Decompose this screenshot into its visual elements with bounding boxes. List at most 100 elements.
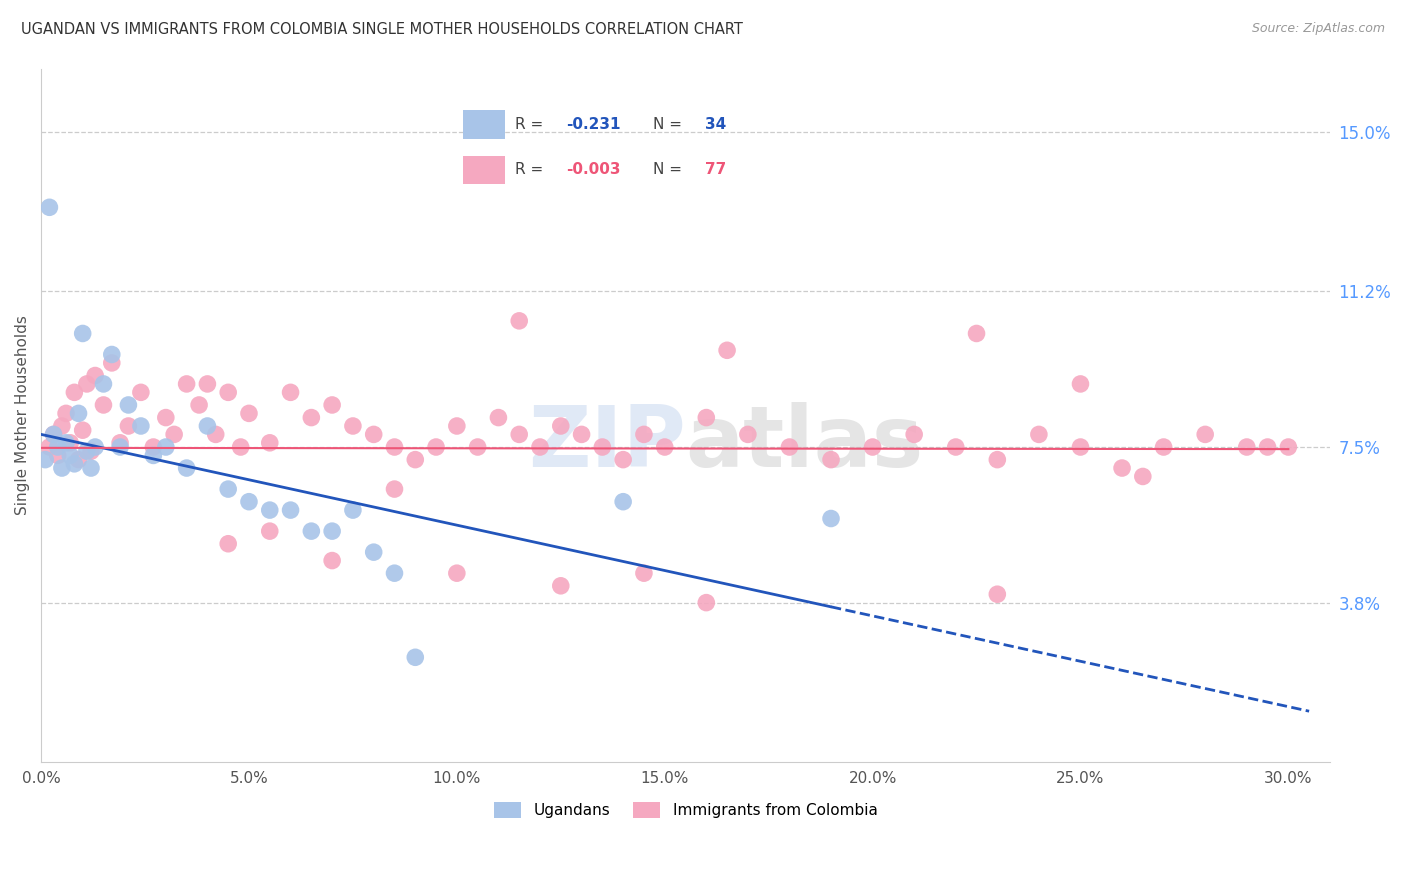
Point: [695, 410, 717, 425]
Point: [384, 482, 406, 496]
Point: [84, 440, 107, 454]
Point: [204, 427, 226, 442]
Point: [72, 423, 94, 437]
Point: [142, 440, 165, 454]
Point: [342, 503, 364, 517]
Point: [862, 440, 884, 454]
Point: [945, 440, 967, 454]
Point: [321, 398, 343, 412]
Point: [986, 587, 1008, 601]
Point: [716, 343, 738, 358]
Point: [197, 376, 219, 391]
Text: Source: ZipAtlas.com: Source: ZipAtlas.com: [1251, 22, 1385, 36]
Point: [299, 524, 322, 538]
Text: ZIP: ZIP: [527, 401, 686, 484]
Point: [1277, 440, 1299, 454]
Point: [425, 440, 447, 454]
Legend: Ugandans, Immigrants from Colombia: Ugandans, Immigrants from Colombia: [488, 796, 883, 824]
Point: [67, 452, 90, 467]
Point: [1132, 469, 1154, 483]
Point: [34, 452, 56, 467]
Point: [550, 419, 572, 434]
Point: [966, 326, 988, 341]
Point: [384, 566, 406, 581]
Point: [238, 494, 260, 508]
Point: [108, 440, 131, 454]
Point: [467, 440, 489, 454]
Point: [612, 452, 634, 467]
Point: [217, 385, 239, 400]
Point: [259, 435, 281, 450]
Point: [778, 440, 800, 454]
Point: [72, 326, 94, 341]
Point: [259, 524, 281, 538]
Point: [176, 376, 198, 391]
Point: [67, 406, 90, 420]
Point: [238, 406, 260, 420]
Point: [633, 427, 655, 442]
Point: [93, 398, 115, 412]
Point: [820, 511, 842, 525]
Y-axis label: Single Mother Households: Single Mother Households: [15, 316, 30, 516]
Point: [80, 444, 103, 458]
Point: [108, 435, 131, 450]
Point: [129, 419, 152, 434]
Point: [259, 503, 281, 517]
Point: [1028, 427, 1050, 442]
Point: [321, 524, 343, 538]
Point: [38, 200, 60, 214]
Point: [446, 419, 468, 434]
Point: [42, 427, 65, 442]
Point: [612, 494, 634, 508]
Point: [1194, 427, 1216, 442]
Point: [101, 356, 124, 370]
Text: atlas: atlas: [686, 401, 924, 484]
Point: [93, 376, 115, 391]
Point: [63, 457, 86, 471]
Point: [59, 435, 82, 450]
Point: [737, 427, 759, 442]
Point: [633, 566, 655, 581]
Point: [155, 410, 177, 425]
Point: [76, 376, 98, 391]
Point: [188, 398, 211, 412]
Point: [229, 440, 252, 454]
Point: [299, 410, 322, 425]
Point: [571, 427, 593, 442]
Point: [550, 579, 572, 593]
Point: [51, 461, 73, 475]
Point: [129, 385, 152, 400]
Point: [404, 650, 426, 665]
Point: [1257, 440, 1279, 454]
Point: [321, 553, 343, 567]
Point: [529, 440, 551, 454]
Point: [76, 444, 98, 458]
Point: [63, 385, 86, 400]
Point: [142, 449, 165, 463]
Point: [508, 427, 530, 442]
Point: [197, 419, 219, 434]
Point: [280, 503, 302, 517]
Point: [217, 482, 239, 496]
Point: [342, 419, 364, 434]
Point: [1111, 461, 1133, 475]
Point: [903, 427, 925, 442]
Point: [55, 406, 77, 420]
Point: [446, 566, 468, 581]
Point: [384, 440, 406, 454]
Point: [1153, 440, 1175, 454]
Point: [117, 398, 139, 412]
Point: [217, 537, 239, 551]
Point: [59, 449, 82, 463]
Point: [280, 385, 302, 400]
Point: [363, 427, 385, 442]
Point: [820, 452, 842, 467]
Point: [695, 596, 717, 610]
Point: [363, 545, 385, 559]
Point: [1069, 440, 1091, 454]
Text: UGANDAN VS IMMIGRANTS FROM COLOMBIA SINGLE MOTHER HOUSEHOLDS CORRELATION CHART: UGANDAN VS IMMIGRANTS FROM COLOMBIA SING…: [21, 22, 742, 37]
Point: [51, 419, 73, 434]
Point: [46, 449, 69, 463]
Point: [101, 347, 124, 361]
Point: [42, 427, 65, 442]
